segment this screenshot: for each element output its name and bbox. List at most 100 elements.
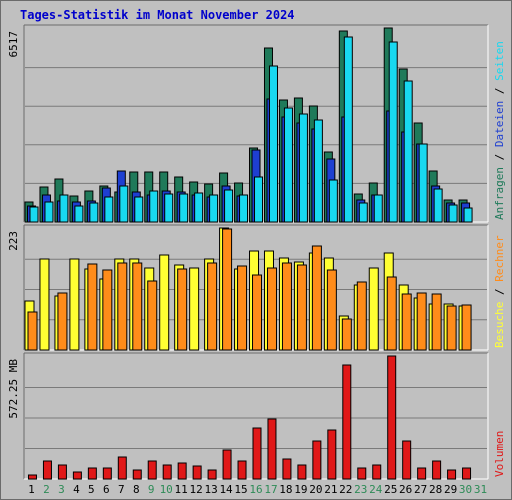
bar-seiten-day-5	[89, 202, 99, 223]
bar-seiten-day-3	[59, 194, 69, 223]
bar-seiten-day-1	[29, 206, 39, 223]
x-tick-label-day-23: 23	[354, 483, 367, 496]
bar-besuche-day-12	[189, 267, 200, 351]
x-tick-label-day-25: 25	[384, 483, 397, 496]
bar-rechner-day-5	[87, 263, 98, 351]
x-tick-label-day-20: 20	[309, 483, 322, 496]
bar-volumen-day-9	[147, 460, 157, 480]
bar-volumen-day-10	[162, 464, 172, 480]
x-tick-label-day-18: 18	[279, 483, 292, 496]
x-tick-label-day-11: 11	[175, 483, 188, 496]
x-tick-label-day-10: 10	[160, 483, 173, 496]
bar-rechner-day-16	[252, 274, 263, 351]
y-axis-max-label: 6517	[7, 31, 20, 58]
legend-entry: Rechner	[493, 235, 506, 282]
bar-seiten-day-26	[403, 80, 413, 223]
legend-entry: Dateien	[493, 101, 506, 147]
bar-rechner-day-23	[356, 281, 367, 351]
bar-seiten-day-2	[44, 201, 54, 223]
bar-rechner-day-6	[102, 269, 113, 351]
bar-seiten-day-28	[433, 188, 443, 223]
bar-seiten-day-24	[373, 194, 383, 223]
bar-volumen-day-4	[72, 471, 82, 480]
legend-volume: Volumen	[493, 431, 506, 477]
bar-volumen-day-8	[132, 469, 142, 480]
bar-rechner-day-27	[416, 292, 427, 351]
bar-seiten-day-8	[134, 196, 144, 223]
bar-rechner-day-8	[132, 262, 143, 351]
bar-volumen-day-22	[342, 364, 352, 480]
bar-rechner-day-1	[27, 311, 38, 351]
bar-seiten-day-15	[239, 194, 249, 223]
bar-seiten-day-23	[358, 202, 368, 223]
legend-visits: Besuche / Rechner	[493, 235, 506, 348]
x-tick-label-day-13: 13	[204, 483, 217, 496]
bar-volumen-day-26	[402, 440, 412, 480]
bar-rechner-day-17	[266, 267, 277, 351]
bar-seiten-day-14	[224, 189, 234, 223]
bar-seiten-day-7	[119, 185, 129, 223]
bar-volumen-day-15	[237, 460, 247, 480]
bar-besuche-day-24	[368, 267, 379, 351]
bar-volumen-day-12	[192, 465, 202, 480]
x-tick-label-day-14: 14	[219, 483, 233, 496]
chart-title: Tages-Statistik im Monat November 2024	[20, 8, 295, 22]
bar-seiten-day-30	[463, 207, 473, 223]
bar-rechner-day-15	[237, 265, 248, 351]
bar-rechner-day-29	[446, 305, 457, 351]
x-tick-label-day-21: 21	[324, 483, 337, 496]
bar-rechner-day-30	[461, 304, 472, 351]
bar-seiten-day-19	[298, 113, 308, 223]
legend-entry: /	[493, 282, 506, 302]
x-tick-label-day-9: 9	[148, 483, 155, 496]
bar-seiten-day-10	[164, 193, 174, 223]
legend-hits: Anfragen / Dateien / Seiten	[493, 41, 506, 220]
x-tick-label-day-16: 16	[249, 483, 262, 496]
bar-seiten-day-21	[328, 179, 338, 223]
bar-seiten-day-4	[74, 205, 84, 223]
bar-rechner-day-11	[177, 268, 188, 351]
bar-volumen-day-7	[117, 456, 127, 480]
bar-seiten-day-13	[209, 194, 219, 223]
bar-volumen-day-1	[27, 474, 37, 480]
x-tick-label-day-6: 6	[103, 483, 110, 496]
x-tick-label-day-15: 15	[234, 483, 247, 496]
bar-seiten-day-18	[283, 107, 293, 223]
legend-entry: Volumen	[493, 431, 506, 477]
bar-volumen-day-20	[312, 440, 322, 480]
x-tick-label-day-27: 27	[414, 483, 427, 496]
bar-volumen-day-27	[417, 467, 427, 480]
x-tick-label-day-7: 7	[118, 483, 125, 496]
x-tick-label-day-22: 22	[339, 483, 352, 496]
bar-rechner-day-7	[117, 262, 128, 351]
x-tick-label-day-17: 17	[264, 483, 277, 496]
bar-besuche-day-4	[69, 258, 80, 351]
bar-volumen-day-14	[222, 449, 232, 480]
bar-volumen-day-11	[177, 462, 187, 480]
bar-volumen-day-19	[297, 464, 307, 480]
bar-volumen-day-21	[327, 429, 337, 480]
x-tick-label-day-4: 4	[73, 483, 80, 496]
bar-rechner-day-18	[281, 262, 292, 351]
legend-entry: Seiten	[493, 41, 506, 81]
x-tick-label-day-28: 28	[429, 483, 442, 496]
x-tick-label-day-8: 8	[133, 483, 140, 496]
x-tick-label-day-3: 3	[58, 483, 65, 496]
bar-rechner-day-9	[147, 280, 158, 351]
x-tick-label-day-12: 12	[190, 483, 203, 496]
bar-seiten-day-11	[179, 193, 189, 223]
bar-seiten-day-25	[388, 41, 398, 223]
bar-volumen-day-28	[432, 460, 442, 480]
bar-besuche-day-10	[159, 254, 170, 351]
bar-rechner-day-14	[222, 228, 233, 351]
bar-volumen-day-6	[102, 467, 112, 480]
bar-volumen-day-3	[57, 464, 67, 480]
bar-volumen-day-18	[282, 458, 292, 480]
x-tick-label-day-24: 24	[369, 483, 383, 496]
bar-rechner-day-21	[326, 269, 337, 351]
bar-volumen-day-16	[252, 427, 262, 480]
y-axis-max-label: 572.25 MB	[7, 359, 20, 419]
bar-rechner-day-25	[386, 276, 397, 351]
